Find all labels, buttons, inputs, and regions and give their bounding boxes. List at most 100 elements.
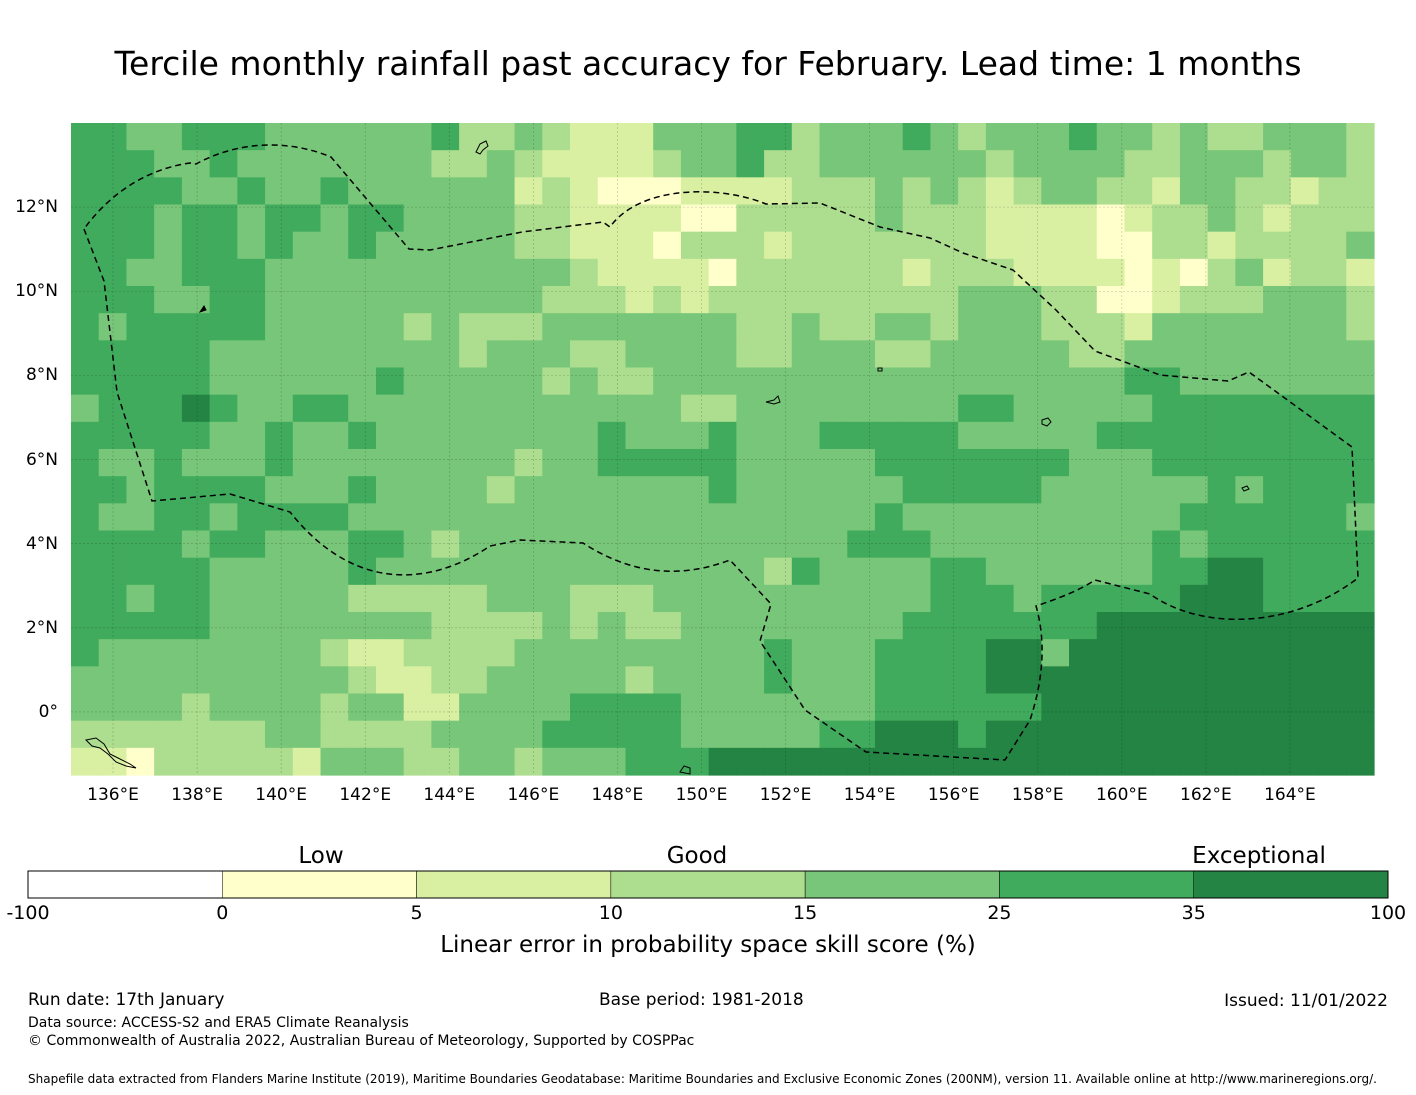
grid-cell [874, 476, 904, 504]
grid-cell [459, 530, 488, 559]
grid-cell [237, 231, 266, 260]
grid-cell [71, 286, 100, 314]
grid-cell [847, 313, 876, 341]
grid-cell [625, 231, 654, 260]
grid-cell [542, 503, 571, 532]
grid-cell [1124, 720, 1153, 749]
grid-cell [819, 747, 848, 776]
grid-cell [265, 177, 294, 206]
grid-cell [1152, 150, 1181, 178]
grid-cell [902, 693, 932, 722]
grid-cell [542, 123, 571, 151]
grid-cell [1346, 666, 1375, 695]
grid-cell [1290, 503, 1320, 532]
grid-cell [320, 204, 349, 233]
grid-cell [1179, 340, 1209, 369]
grid-cell [958, 150, 987, 178]
grid-cell [98, 340, 128, 369]
grid-cell [320, 394, 349, 423]
grid-cell [486, 639, 516, 667]
grid-cell [736, 313, 765, 341]
grid-cell [1124, 612, 1153, 640]
grid-cell [375, 666, 405, 695]
island-outline [1241, 485, 1250, 492]
grid-cell [1041, 747, 1070, 776]
grid-cell [181, 204, 211, 233]
colorbar-tick-label: 25 [987, 902, 1012, 924]
grid-cell [1346, 720, 1375, 749]
grid-cell [292, 150, 322, 178]
grid-cell [791, 720, 821, 749]
grid-cell [958, 747, 987, 776]
grid-cell [680, 340, 710, 369]
grid-cell [265, 367, 294, 396]
island-outline [679, 765, 691, 775]
grid-cell [708, 258, 737, 287]
grid-cell [1290, 286, 1320, 314]
grid-cell [736, 258, 765, 287]
grid-cell [1069, 367, 1098, 396]
grid-cell [265, 557, 294, 586]
grid-cell [71, 150, 100, 178]
grid-cell [292, 666, 322, 695]
grid-cell [874, 503, 904, 532]
grid-cell [874, 720, 904, 749]
grid-cell [403, 747, 432, 776]
grid-cell [958, 530, 987, 559]
grid-cell [985, 476, 1015, 504]
grid-cell [1013, 530, 1042, 559]
grid-cell [1318, 666, 1347, 695]
grid-cell [348, 204, 377, 233]
grid-cell [764, 177, 793, 206]
grid-cell [1235, 313, 1264, 341]
grid-cell [708, 449, 737, 477]
grid-cell [320, 747, 349, 776]
grid-cell [570, 150, 599, 178]
grid-cell [1069, 231, 1098, 260]
grid-cell [98, 231, 128, 260]
grid-cell [459, 612, 488, 640]
grid-cell [736, 421, 765, 450]
grid-cell [486, 557, 516, 586]
colorbar-tick-label: -100 [6, 902, 50, 924]
grid-cell [209, 394, 238, 423]
grid-cell [1263, 503, 1292, 532]
grid-cell [486, 612, 516, 640]
grid-cell [403, 530, 432, 559]
grid-cell [1235, 286, 1264, 314]
grid-cell [570, 584, 599, 613]
grid-cell [1152, 367, 1181, 396]
grid-cell [1235, 258, 1264, 287]
grid-cell [597, 584, 627, 613]
grid-cell [542, 693, 571, 722]
grid-cell [819, 313, 848, 341]
grid-cell [597, 286, 627, 314]
grid-cell [154, 530, 183, 559]
grid-cell [126, 612, 155, 640]
grid-cell [930, 584, 959, 613]
grid-cell [958, 258, 987, 287]
grid-cell [1290, 421, 1320, 450]
lon-tick-label: 158°E [1011, 785, 1064, 805]
colorbar-border [27, 870, 1389, 899]
grid-cell [292, 449, 322, 477]
grid-cell [1152, 503, 1181, 532]
grid-cell [1096, 503, 1126, 532]
grid-cell [1207, 313, 1236, 341]
grid-cell [1318, 150, 1347, 178]
grid-cell [486, 747, 516, 776]
grid-cell [874, 286, 904, 314]
grid-cell [71, 258, 100, 287]
grid-cell [653, 584, 682, 613]
grid-cell [1263, 666, 1292, 695]
graticule [71, 123, 1374, 775]
grid-cell [1346, 258, 1375, 287]
grid-cell [431, 258, 460, 287]
grid-cell [403, 367, 432, 396]
grid-cell [98, 666, 128, 695]
grid-cell [1179, 584, 1209, 613]
grid-cell [348, 639, 377, 667]
grid-cell [570, 367, 599, 396]
grid-cell [570, 231, 599, 260]
grid-cell [1041, 367, 1070, 396]
